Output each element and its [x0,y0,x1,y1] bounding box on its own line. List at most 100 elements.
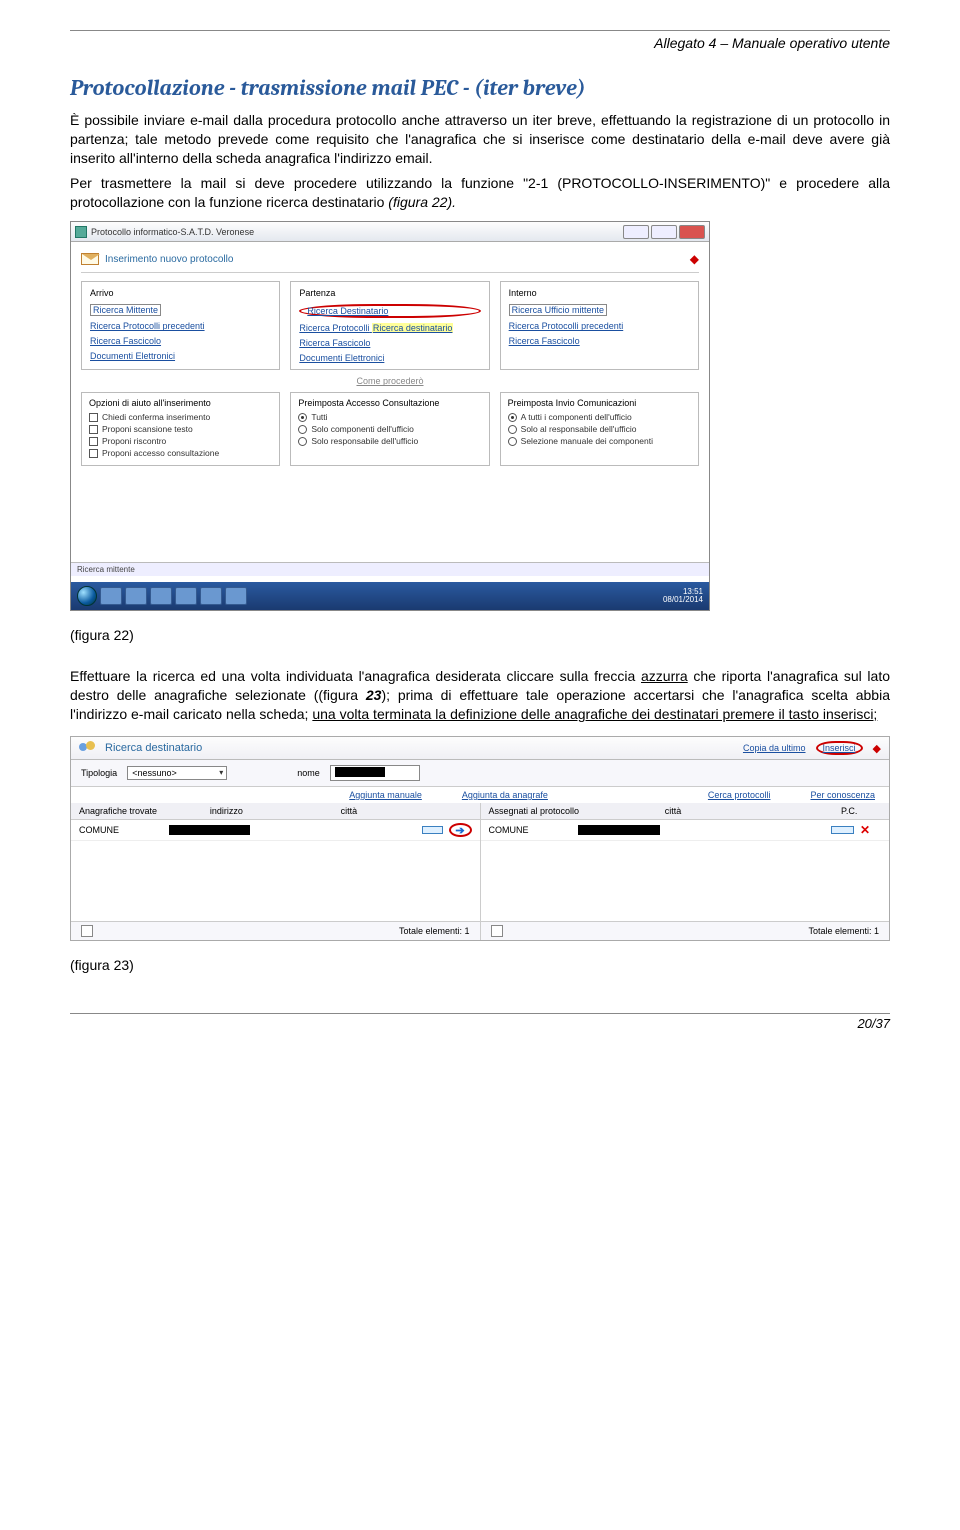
link-ricerca-protocolli-prec-a[interactable]: Ricerca Protocolli precedenti [90,321,271,331]
opt2-item-0[interactable]: Tutti [298,412,481,422]
opt1-item-2[interactable]: Proponi riscontro [89,436,272,446]
link-aggiunta-manuale[interactable]: Aggiunta manuale [349,790,422,800]
link-tooltip-highlight: Ricerca destinatario [372,323,454,333]
flag-icon: ◆ [690,252,699,266]
options-row: Opzioni di aiuto all'inserimento Chiedi … [81,392,699,466]
nome-input[interactable] [330,765,420,781]
proceed-hint[interactable]: Come procederò [81,376,699,386]
paragraph-3: Effettuare la ricerca ed una volta indiv… [70,667,890,724]
opt3-item-0[interactable]: A tutti i componenti dell'ufficio [508,412,691,422]
link-aggiunta-anagrafe[interactable]: Aggiunta da anagrafe [462,790,548,800]
total-right: Totale elementi: 1 [480,922,890,940]
section-title: Protocollazione - trasmissione mail PEC … [70,75,890,101]
opt1-item-3[interactable]: Proponi accesso consultazione [89,448,272,458]
action-links-row: Aggiunta manuale Aggiunta da anagrafe Ce… [71,787,889,803]
header-doc-title: Allegato 4 – Manuale operativo utente [70,35,890,51]
assigned-row[interactable]: COMUNE ✕ [481,820,890,841]
doc-icon [491,925,503,937]
dest-title: Ricerca destinatario [105,742,202,754]
opt1-item-1[interactable]: Proponi scansione testo [89,424,272,434]
taskbar-button[interactable] [150,587,172,605]
taskbar-clock: 13:51 08/01/2014 [663,588,703,606]
opt3-item-1[interactable]: Solo al responsabile dell'ufficio [508,424,691,434]
mail-icon [831,826,854,834]
assigned-name: COMUNE [489,825,660,835]
assign-arrow-button[interactable]: ➔ [449,823,472,837]
redacted-text [578,825,659,835]
link-ricerca-fascicolo-i[interactable]: Ricerca Fascicolo [509,336,690,346]
found-row[interactable]: COMUNE ➔ [71,820,480,841]
link-ricerca-protocolli-p[interactable]: Ricerca Protocolli Ricerca destinatario [299,323,480,333]
start-orb-icon[interactable] [77,586,97,606]
opt2-item-2[interactable]: Solo responsabile dell'ufficio [298,436,481,446]
opt1-item-0[interactable]: Chiedi conferma inserimento [89,412,272,422]
close-button[interactable] [679,225,705,239]
taskbar-button[interactable] [175,587,197,605]
found-headers: Anagrafiche trovate indirizzo città [71,803,480,820]
minimize-button[interactable] [623,225,649,239]
link-cerca-protocolli[interactable]: Cerca protocolli [708,790,771,800]
remove-button[interactable]: ✕ [860,823,881,837]
found-actions: ➔ [422,823,472,837]
options-accesso-title: Preimposta Accesso Consultazione [298,398,481,408]
link-ricerca-fascicolo-p[interactable]: Ricerca Fascicolo [299,338,480,348]
link-ricerca-destinatario[interactable]: Ricerca Destinatario [307,306,388,316]
clock-date: 08/01/2014 [663,596,703,605]
link-ricerca-protocolli-p-text: Ricerca Protocolli [299,323,369,333]
link-copia-da-ultimo[interactable]: Copia da ultimo [743,743,806,753]
total-left: Totale elementi: 1 [71,922,480,940]
tab-header: Inserimento nuovo protocollo ◆ [81,248,699,273]
link-ricerca-mittente[interactable]: Ricerca Mittente [90,304,161,316]
taskbar: 13:51 08/01/2014 [71,582,709,610]
pane-assigned: Assegnati al protocollo città P.C. COMUN… [481,803,890,921]
paragraph-2a: Per trasmettere la mail si deve proceder… [70,175,890,210]
window-titlebar: Protocollo informatico-S.A.T.D. Veronese [71,222,709,242]
hdr-anagrafiche: Anagrafiche trovate [79,806,210,816]
pane-found: Anagrafiche trovate indirizzo città COMU… [71,803,481,921]
link-inserisci[interactable]: Inserisci [816,741,863,755]
taskbar-button[interactable] [200,587,222,605]
paragraph-1: È possibile inviare e-mail dalla procedu… [70,111,890,168]
window-title-text: Protocollo informatico-S.A.T.D. Veronese [91,227,254,237]
opt2-item-1[interactable]: Solo componenti dell'ufficio [298,424,481,434]
figure-23-caption: (figura 23) [70,957,890,973]
options-aiuto-title: Opzioni di aiuto all'inserimento [89,398,272,408]
link-ricerca-protocolli-prec-i[interactable]: Ricerca Protocolli precedenti [509,321,690,331]
link-ricerca-fascicolo-a[interactable]: Ricerca Fascicolo [90,336,271,346]
link-documenti-elettronici-p[interactable]: Documenti Elettronici [299,353,480,363]
col-partenza-title: Partenza [299,288,480,298]
envelope-icon [81,253,99,265]
tab-title: Inserimento nuovo protocollo [105,254,233,265]
tipologia-select[interactable]: <nessuno> [127,766,227,780]
highlight-oval-destinatario: Ricerca Destinatario [299,304,480,318]
window-buttons [623,225,705,239]
nome-label: nome [297,768,320,778]
taskbar-button[interactable] [125,587,147,605]
status-strip: Ricerca mittente [71,562,709,576]
redacted-text [335,767,385,777]
col-interno: Interno Ricerca Ufficio mittente Ricerca… [500,281,699,370]
taskbar-button[interactable] [225,587,247,605]
maximize-button[interactable] [651,225,677,239]
doc-icon [81,925,93,937]
link-ricerca-ufficio-mittente[interactable]: Ricerca Ufficio mittente [509,304,607,316]
figure-22-screenshot: Protocollo informatico-S.A.T.D. Veronese… [70,221,710,611]
link-per-conoscenza[interactable]: Per conoscenza [810,790,875,800]
required-star-icon: ◆ [873,742,881,755]
hdr-assegnati: Assegnati al protocollo [489,806,665,816]
tipologia-label: Tipologia [81,768,117,778]
link-documenti-elettronici-a[interactable]: Documenti Elettronici [90,351,271,361]
options-accesso: Preimposta Accesso Consultazione Tutti S… [290,392,489,466]
taskbar-button[interactable] [100,587,122,605]
opt3-item-2[interactable]: Selezione manuale dei componenti [508,436,691,446]
hdr-pc: P.C. [841,806,881,816]
blank-area-right [481,841,890,921]
total-left-text: Totale elementi: 1 [399,926,470,936]
assigned-headers: Assegnati al protocollo città P.C. [481,803,890,820]
page-footer: 20/37 [70,1013,890,1031]
filter-row: Tipologia <nessuno> nome [71,760,889,787]
window-title: Protocollo informatico-S.A.T.D. Veronese [75,226,254,238]
window-body: Inserimento nuovo protocollo ◆ Arrivo Ri… [71,242,709,562]
mail-icon [422,826,443,834]
two-panes: Anagrafiche trovate indirizzo città COMU… [71,803,889,921]
